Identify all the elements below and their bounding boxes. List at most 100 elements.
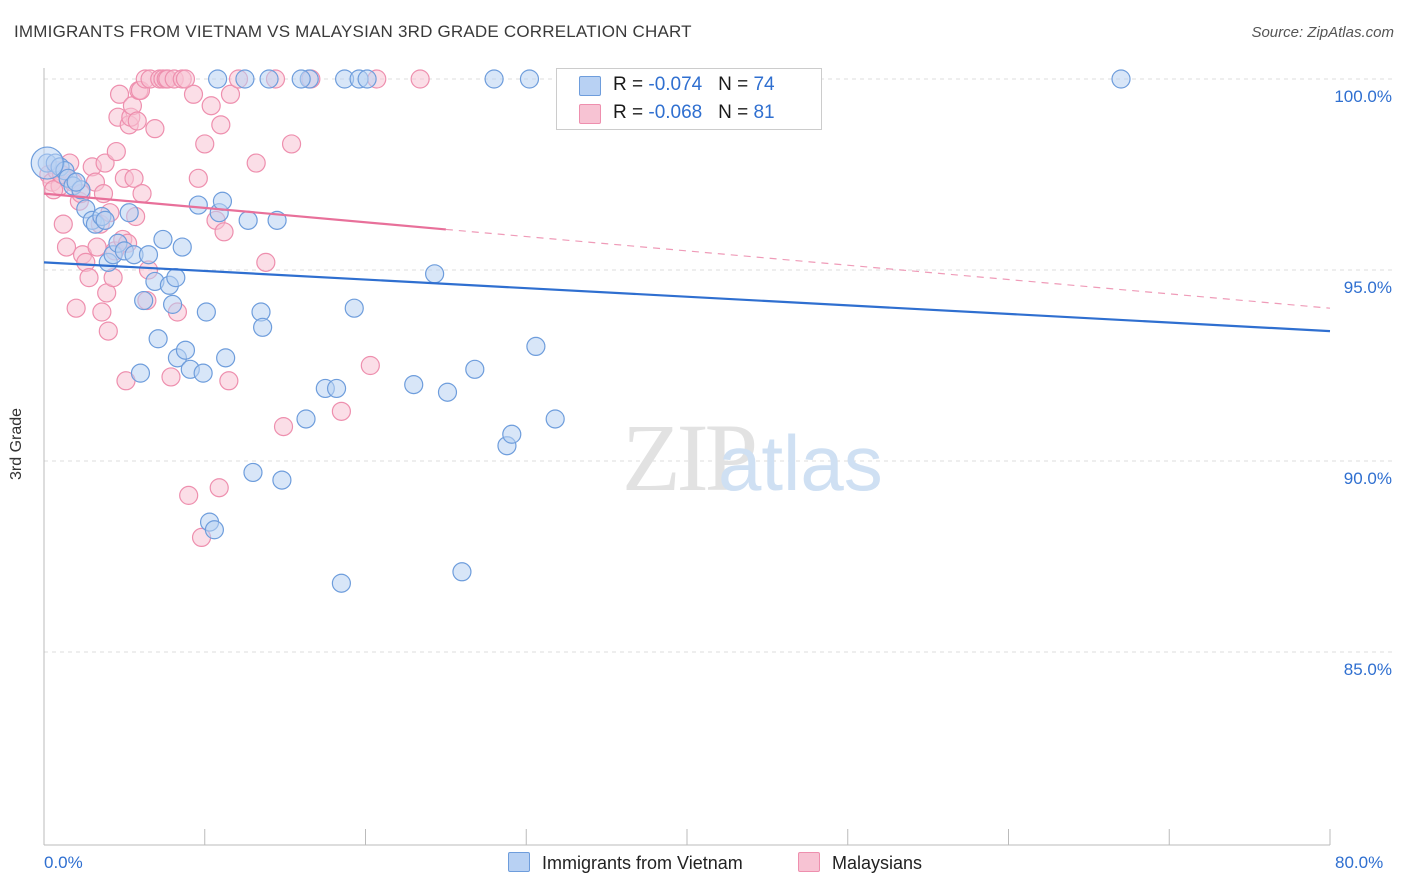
y-tick-label-90: 90.0% <box>1343 469 1392 488</box>
malaysians-trend-line <box>43 192 446 231</box>
malaysian-point <box>161 367 181 387</box>
vietnam-point <box>437 382 458 402</box>
stats-legend: R = -0.074 N = 74 R = -0.068 N = 81 <box>556 68 822 130</box>
watermark-zip: ZIP <box>622 404 755 511</box>
malaysian-point <box>273 417 294 437</box>
malaysian-point <box>132 184 152 204</box>
malaysian-point <box>109 84 130 104</box>
vietnam-point <box>148 329 168 349</box>
vietnam-point <box>243 462 263 483</box>
r-label: R = <box>613 102 649 123</box>
y-tick-label-100: 100.0% <box>1334 87 1392 106</box>
vietnam-point <box>163 294 183 314</box>
vietnam-point <box>331 573 351 593</box>
vietnam-point <box>193 363 213 383</box>
n-label: N = <box>718 102 754 123</box>
vietnam-point <box>204 520 224 540</box>
malaysian-point <box>195 134 215 154</box>
malaysian-point <box>87 237 107 257</box>
vietnam-point <box>344 298 364 318</box>
watermark: ZIP atlas <box>622 404 883 511</box>
malaysian-point <box>360 355 380 376</box>
malaysian-point <box>53 214 73 234</box>
vietnam-point <box>296 409 316 429</box>
r-label: R = <box>613 74 649 95</box>
malaysian-point <box>98 321 118 341</box>
vietnam-point <box>134 290 154 311</box>
vietnam-point <box>130 363 151 383</box>
vietnam-point <box>326 378 347 399</box>
vietnam-point <box>465 359 485 379</box>
malaysians-swatch <box>579 104 601 124</box>
vietnam-point <box>216 348 236 368</box>
vietnam-point <box>484 69 504 89</box>
vietnam-point <box>235 69 255 89</box>
malaysian-point <box>106 141 126 162</box>
malaysian-point <box>209 478 229 498</box>
malaysian-point <box>79 268 99 288</box>
vietnam-point <box>519 69 540 89</box>
bottom-legend-vietnam: Immigrants from Vietnam <box>508 852 743 874</box>
malaysian-point <box>175 69 196 89</box>
malaysian-point <box>183 84 204 104</box>
vietnam-point <box>166 268 186 288</box>
n-label: N = <box>718 74 754 95</box>
vietnam-point <box>119 203 139 223</box>
vietnam-point <box>196 302 216 322</box>
vietnam-point <box>291 69 311 89</box>
vietnam-point <box>545 409 565 429</box>
vietnam-point <box>238 210 258 230</box>
malaysians-points <box>39 69 430 548</box>
vietnam-point <box>1111 69 1131 89</box>
vietnam-point <box>425 264 445 284</box>
vietnam-point <box>66 172 86 192</box>
malaysian-point <box>56 237 77 257</box>
malaysian-point <box>410 69 430 89</box>
vietnam-points <box>30 69 1131 593</box>
vietnam-point <box>188 195 208 215</box>
vietnam-point <box>138 245 159 265</box>
vietnam-point <box>175 340 196 360</box>
n-value: 81 <box>753 102 775 123</box>
r-value: -0.074 <box>648 74 703 95</box>
vietnam-point <box>208 69 228 89</box>
malaysian-point <box>281 134 302 154</box>
malaysian-point <box>179 485 199 505</box>
chart-title: IMMIGRANTS FROM VIETNAM VS MALAYSIAN 3RD… <box>14 22 692 41</box>
malaysian-point <box>246 153 266 173</box>
vietnam-point <box>212 191 233 211</box>
malaysian-point <box>211 115 231 135</box>
vietnam-point <box>404 375 424 395</box>
n-value: 74 <box>753 74 775 95</box>
malaysian-point <box>127 111 147 131</box>
vietnam-point <box>272 470 292 490</box>
grid-lines <box>44 78 1392 653</box>
vietnam-point <box>153 229 173 250</box>
malaysian-point <box>95 153 115 173</box>
source-credit: Source: ZipAtlas.com <box>1251 24 1394 41</box>
vietnam-point <box>357 69 377 89</box>
vietnam-point <box>172 237 192 257</box>
malaysians-trend-line-dashed <box>445 228 1331 309</box>
malaysian-point <box>188 168 208 188</box>
r-value: -0.068 <box>648 102 703 123</box>
malaysian-point <box>66 298 86 318</box>
malaysians-legend-label: Malaysians <box>832 853 923 873</box>
y-tick-label-85: 85.0% <box>1343 660 1392 679</box>
malaysians-legend-swatch <box>798 852 820 872</box>
vietnam-legend-label: Immigrants from Vietnam <box>542 853 743 873</box>
watermark-atlas: atlas <box>718 419 883 507</box>
vietnam-point <box>259 69 279 89</box>
vietnam-trend-line <box>43 261 1331 333</box>
vietnam-point <box>526 336 546 356</box>
vietnam-point <box>253 317 273 337</box>
malaysian-point <box>124 168 144 188</box>
vietnam-swatch <box>579 76 601 96</box>
vietnam-point <box>452 562 472 582</box>
malaysian-point <box>256 252 276 272</box>
y-tick-label-95: 95.0% <box>1343 278 1392 297</box>
x-tick-label-right: 80.0% <box>1335 853 1384 872</box>
malaysian-point <box>92 302 112 322</box>
axes <box>43 68 1331 846</box>
